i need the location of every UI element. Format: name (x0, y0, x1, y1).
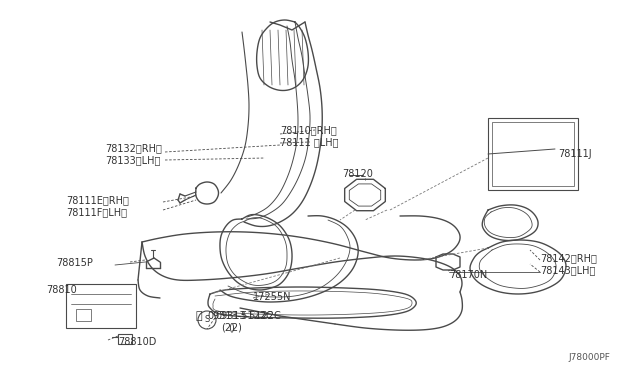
Text: (2): (2) (228, 323, 242, 333)
Text: (2): (2) (221, 323, 235, 333)
Text: J78000PF: J78000PF (568, 353, 610, 362)
Text: 78120: 78120 (342, 169, 373, 179)
Text: S: S (204, 315, 210, 324)
Text: 78111E〈RH〉: 78111E〈RH〉 (66, 195, 129, 205)
Text: Ⓢ: Ⓢ (195, 311, 202, 321)
Bar (66, 284, 136, 328)
Text: 78810: 78810 (46, 285, 77, 295)
Text: 09313-5122C: 09313-5122C (215, 311, 281, 321)
Text: 09313-5122C: 09313-5122C (207, 311, 273, 321)
Text: 78133〈LH〉: 78133〈LH〉 (105, 155, 161, 165)
Text: 78110〈RH〉: 78110〈RH〉 (280, 125, 337, 135)
Text: 78111J: 78111J (558, 149, 591, 159)
Text: 78142〈RH〉: 78142〈RH〉 (540, 253, 597, 263)
Text: 78170N: 78170N (449, 270, 487, 280)
Text: 78111F〈LH〉: 78111F〈LH〉 (66, 207, 127, 217)
Text: 17255N: 17255N (253, 292, 291, 302)
Bar (488, 118, 578, 190)
Text: 78111 〈LH〉: 78111 〈LH〉 (280, 137, 339, 147)
Bar (492, 122, 574, 186)
Text: 78143〈LH〉: 78143〈LH〉 (540, 265, 595, 275)
Text: 78132〈RH〉: 78132〈RH〉 (105, 143, 162, 153)
Bar (76, 309, 91, 321)
Bar (118, 334, 132, 344)
Text: 78810D: 78810D (118, 337, 156, 347)
Text: 78815P: 78815P (56, 258, 93, 268)
